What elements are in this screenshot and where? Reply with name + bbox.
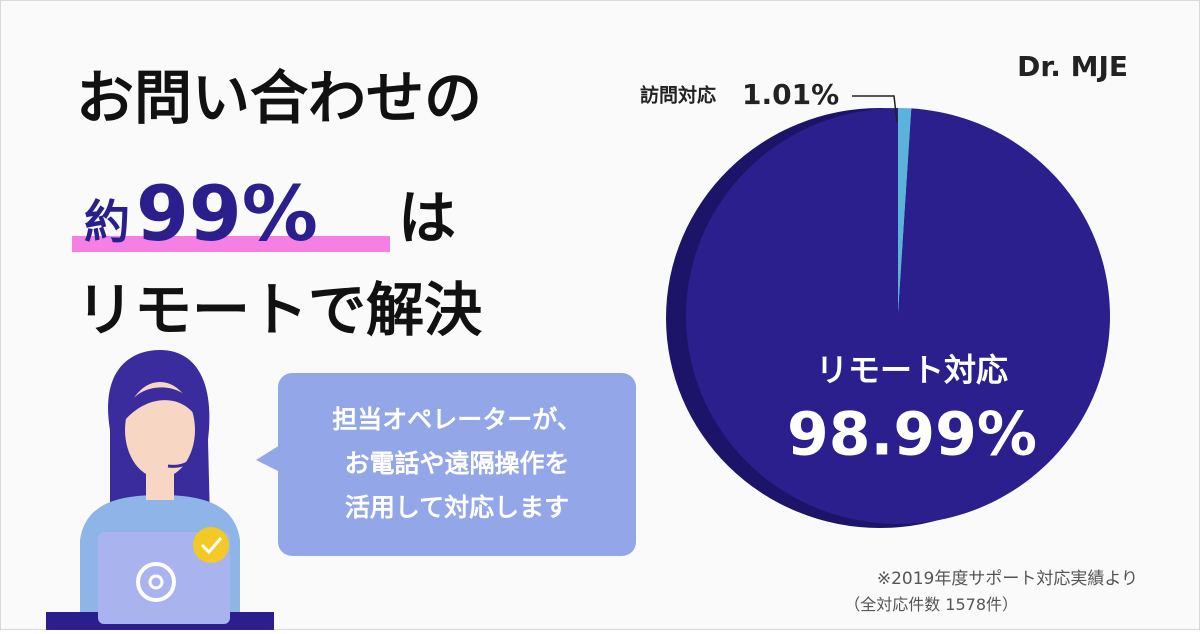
bubble-tail (256, 445, 280, 472)
bubble-text: 担当オペレーターが、 (332, 405, 582, 434)
bubble-text: お電話や遠隔操作を (344, 449, 569, 478)
headline-line3: リモートで解決 (76, 276, 482, 344)
leader-line (852, 95, 898, 123)
bubble-text: 活用して対応します (345, 493, 569, 522)
operator-illustration (46, 350, 274, 630)
speech-bubble (278, 373, 636, 556)
slice-name: 訪問対応 (640, 84, 716, 107)
headline-prefix: 約 (84, 195, 130, 249)
pie-slice (898, 108, 912, 316)
headline-line1: お問い合わせの (76, 64, 482, 132)
brand: Dr. MJE (1017, 50, 1128, 83)
highlight (72, 236, 390, 252)
slice-name: リモート対応 (816, 351, 1008, 389)
headline-number: 99% (136, 169, 318, 258)
pie-slice (686, 108, 1111, 524)
footnote: ※2019年度サポート対応実績より (877, 569, 1138, 589)
slice-value: 1.01% (742, 78, 839, 111)
slice-value: 98.99% (787, 400, 1037, 470)
headline-suffix: は (398, 184, 456, 252)
footnote: （全対応件数 1578件） (844, 595, 1018, 614)
pie (686, 108, 1111, 524)
